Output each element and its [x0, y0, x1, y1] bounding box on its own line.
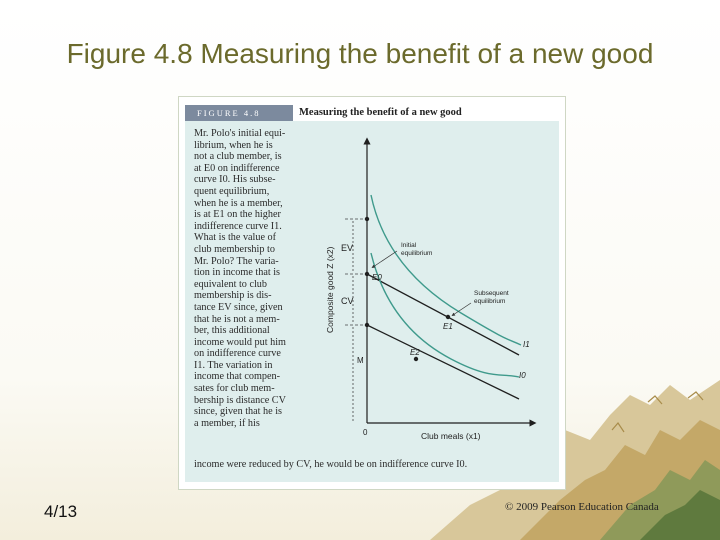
- copyright-notice: © 2009 Pearson Education Canada: [505, 501, 659, 513]
- caption-line: ber, this additional: [194, 325, 270, 337]
- subsequent-eq-label-2: equilibrium: [474, 298, 505, 305]
- initial-eq-label-2: equilibrium: [401, 250, 432, 257]
- figure-frame: FIGURE 4.8 Measuring the benefit of a ne…: [178, 96, 566, 490]
- caption-line: that he is not a mem-: [194, 313, 280, 325]
- indifference-curve-i1: [370, 194, 522, 346]
- subsequent-eq-arrow: [451, 302, 472, 316]
- caption-line: a member, if his: [194, 417, 260, 429]
- y-axis-label: Composite good Z (x2): [325, 246, 335, 333]
- point-e2: [413, 356, 419, 362]
- caption-line: income would put him: [194, 336, 286, 348]
- origin-label: 0: [363, 428, 368, 437]
- point-ev-top: [364, 216, 370, 222]
- initial-eq-label-1: Initial: [401, 242, 417, 249]
- i0-label: I0: [519, 371, 526, 380]
- figure-caption-tail: income were reduced by CV, he would be o…: [194, 459, 468, 470]
- caption-line: sates for club mem-: [194, 383, 275, 395]
- indifference-curve-i0: [370, 252, 520, 378]
- slide-number: 4/13: [44, 502, 78, 521]
- budget-line-parallel: [366, 324, 520, 400]
- caption-line: What is the value of: [194, 232, 277, 244]
- caption-line: quent equilibrium,: [194, 185, 270, 197]
- indifference-diagram: Composite good Z (x2) Club meals (x1) 0 …: [321, 133, 543, 455]
- e2-label: E2: [410, 348, 420, 357]
- figure-caption: Mr. Polo's initial equi-librium, when he…: [194, 128, 310, 429]
- caption-line: since, given that he is: [194, 406, 282, 418]
- caption-line: I1. The variation in: [194, 359, 273, 371]
- subsequent-eq-label-1: Subsequent: [474, 290, 509, 297]
- caption-line: at E0 on indifference: [194, 162, 280, 174]
- caption-line: indifference curve I1.: [194, 220, 282, 232]
- i1-label: I1: [523, 340, 530, 349]
- point-e0: [364, 271, 370, 277]
- caption-line: curve I0. His subse-: [194, 174, 276, 186]
- slide-title: Figure 4.8 Measuring the benefit of a ne…: [66, 38, 654, 69]
- e0-label: E0: [372, 273, 382, 282]
- figure-heading: Measuring the benefit of a new good: [299, 107, 462, 118]
- caption-line: income that compen-: [194, 371, 280, 383]
- point-e1: [445, 314, 451, 320]
- caption-line: equivalent to club: [194, 278, 267, 290]
- ev-label: EV: [341, 243, 353, 253]
- initial-eq-arrow: [371, 250, 398, 268]
- figure-panel: FIGURE 4.8 Measuring the benefit of a ne…: [185, 105, 559, 482]
- figure-header: FIGURE 4.8 Measuring the benefit of a ne…: [185, 105, 559, 121]
- caption-line: membership is dis-: [194, 290, 272, 302]
- cv-label: CV: [341, 296, 354, 306]
- caption-line: when he is a member,: [194, 197, 283, 209]
- caption-line: librium, when he is: [194, 139, 273, 151]
- caption-line: not a club member, is: [194, 151, 282, 163]
- caption-line: bership is distance CV: [194, 394, 286, 406]
- m-label: M: [357, 356, 364, 365]
- figure-label: FIGURE 4.8: [185, 105, 293, 121]
- point-cv-bottom: [364, 322, 370, 328]
- caption-line: tance EV since, given: [194, 301, 283, 313]
- budget-line-initial: [366, 273, 520, 356]
- caption-line: club membership to: [194, 243, 275, 255]
- caption-line: Mr. Polo's initial equi-: [194, 128, 286, 139]
- e1-label: E1: [443, 322, 453, 331]
- caption-line: Mr. Polo? The varia-: [194, 255, 279, 267]
- caption-line: is at E1 on the higher: [194, 209, 281, 221]
- caption-line: tion in income that is: [194, 267, 281, 279]
- x-axis-label: Club meals (x1): [421, 431, 481, 441]
- caption-line: on indifference curve: [194, 348, 281, 360]
